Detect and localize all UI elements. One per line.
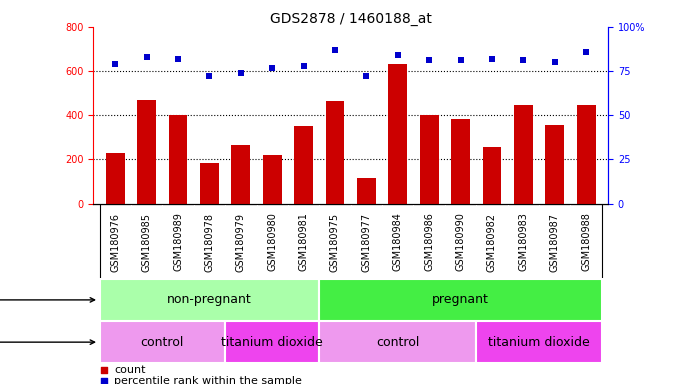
Text: GSM180987: GSM180987 [550,212,560,271]
Point [455,57,466,63]
Point [424,57,435,63]
Text: GSM180984: GSM180984 [392,212,403,271]
Point [173,56,184,62]
Text: GSM180990: GSM180990 [455,212,466,271]
Bar [225,321,319,363]
Text: GSM180989: GSM180989 [173,212,183,271]
Bar [319,279,602,321]
Bar [200,163,219,204]
Text: development stage: development stage [0,295,95,305]
Bar [319,321,476,363]
Bar [294,126,313,204]
Title: GDS2878 / 1460188_at: GDS2878 / 1460188_at [269,12,432,26]
Point [236,70,247,76]
Text: percentile rank within the sample: percentile rank within the sample [114,376,302,384]
Bar [100,279,319,321]
Bar [388,65,407,204]
Point [580,48,591,55]
Point [98,367,109,373]
Bar [138,100,156,204]
Point [204,73,215,79]
Text: GSM180975: GSM180975 [330,212,340,271]
Text: GSM180986: GSM180986 [424,212,434,271]
Point [392,52,404,58]
Text: count: count [114,365,145,375]
Text: GSM180978: GSM180978 [205,212,214,271]
Bar [106,153,124,204]
Bar [545,125,564,204]
Text: pregnant: pregnant [432,293,489,306]
Text: GSM180979: GSM180979 [236,212,246,271]
Bar [325,101,344,204]
Text: GSM180983: GSM180983 [518,212,529,271]
Bar [357,178,376,204]
Bar [577,105,596,204]
Text: control: control [141,336,184,349]
Text: titanium dioxide: titanium dioxide [488,336,590,349]
Point [267,65,278,71]
Point [98,378,109,384]
Point [110,61,121,67]
Text: non-pregnant: non-pregnant [167,293,252,306]
Text: GSM180981: GSM180981 [299,212,309,271]
Point [298,63,309,69]
Bar [451,119,470,204]
Bar [476,321,602,363]
Point [486,56,498,62]
Point [330,47,341,53]
Text: GSM180977: GSM180977 [361,212,371,271]
Bar [231,145,250,204]
Bar [419,115,439,204]
Bar [263,155,282,204]
Bar [514,105,533,204]
Bar [169,115,187,204]
Text: GSM180985: GSM180985 [142,212,151,271]
Point [361,73,372,79]
Point [141,54,152,60]
Text: GSM180988: GSM180988 [581,212,591,271]
Point [518,57,529,63]
Bar [100,321,225,363]
Text: titanium dioxide: titanium dioxide [221,336,323,349]
Bar [482,147,502,204]
Text: agent: agent [0,337,95,347]
Text: control: control [376,336,419,349]
Text: GSM180980: GSM180980 [267,212,277,271]
Text: GSM180982: GSM180982 [487,212,497,271]
Text: GSM180976: GSM180976 [111,212,120,271]
Point [549,59,560,65]
